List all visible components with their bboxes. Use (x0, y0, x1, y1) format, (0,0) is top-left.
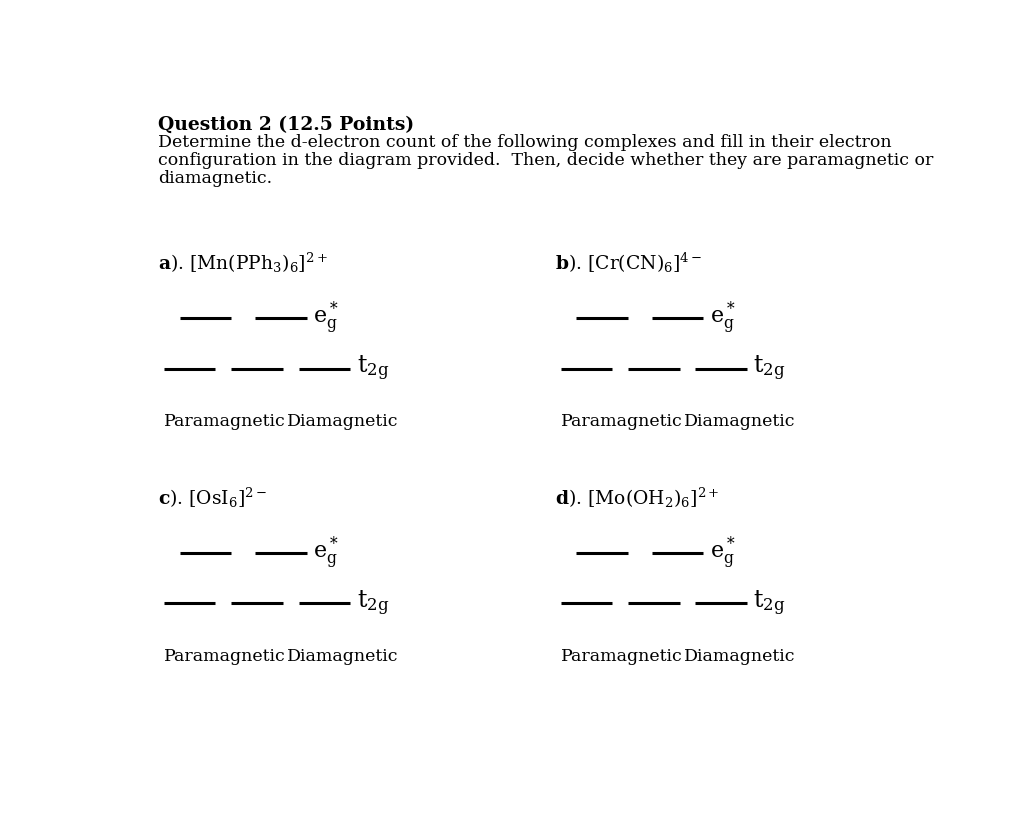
Text: Diamagnetic: Diamagnetic (287, 648, 398, 665)
Text: $\mathrm{t_{2g}}$: $\mathrm{t_{2g}}$ (356, 353, 389, 383)
Text: $\mathrm{e_g^*}$: $\mathrm{e_g^*}$ (710, 299, 735, 336)
Text: diamagnetic.: diamagnetic. (158, 170, 272, 187)
Text: Diamagnetic: Diamagnetic (287, 413, 398, 430)
Text: Diamagnetic: Diamagnetic (684, 413, 795, 430)
Text: Paramagnetic: Paramagnetic (560, 413, 682, 430)
Text: configuration in the diagram provided.  Then, decide whether they are paramagnet: configuration in the diagram provided. T… (158, 152, 934, 169)
Text: Paramagnetic: Paramagnetic (164, 413, 286, 430)
Text: $\mathbf{a}$). [Mn(PPh$_3$)$_6$]$^{2+}$: $\mathbf{a}$). [Mn(PPh$_3$)$_6$]$^{2+}$ (158, 251, 328, 275)
Text: $\mathbf{c}$). [OsI$_6$]$^{2-}$: $\mathbf{c}$). [OsI$_6$]$^{2-}$ (158, 486, 267, 510)
Text: Question 2 (12.5 Points): Question 2 (12.5 Points) (158, 116, 415, 134)
Text: Paramagnetic: Paramagnetic (164, 648, 286, 665)
Text: $\mathrm{t_{2g}}$: $\mathrm{t_{2g}}$ (754, 588, 785, 618)
Text: $\mathrm{t_{2g}}$: $\mathrm{t_{2g}}$ (754, 353, 785, 383)
Text: Paramagnetic: Paramagnetic (560, 648, 682, 665)
Text: Diamagnetic: Diamagnetic (684, 648, 795, 665)
Text: $\mathrm{t_{2g}}$: $\mathrm{t_{2g}}$ (356, 588, 389, 618)
Text: $\mathbf{b}$). [Cr(CN)$_6$]$^{4-}$: $\mathbf{b}$). [Cr(CN)$_6$]$^{4-}$ (555, 251, 702, 275)
Text: $\mathrm{e_g^*}$: $\mathrm{e_g^*}$ (710, 534, 735, 571)
Text: $\mathbf{d}$). [Mo(OH$_2$)$_6$]$^{2+}$: $\mathbf{d}$). [Mo(OH$_2$)$_6$]$^{2+}$ (555, 486, 720, 510)
Text: Determine the d-electron count of the following complexes and fill in their elec: Determine the d-electron count of the fo… (158, 134, 892, 152)
Text: $\mathrm{e_g^*}$: $\mathrm{e_g^*}$ (313, 534, 339, 571)
Text: $\mathrm{e_g^*}$: $\mathrm{e_g^*}$ (313, 299, 339, 336)
